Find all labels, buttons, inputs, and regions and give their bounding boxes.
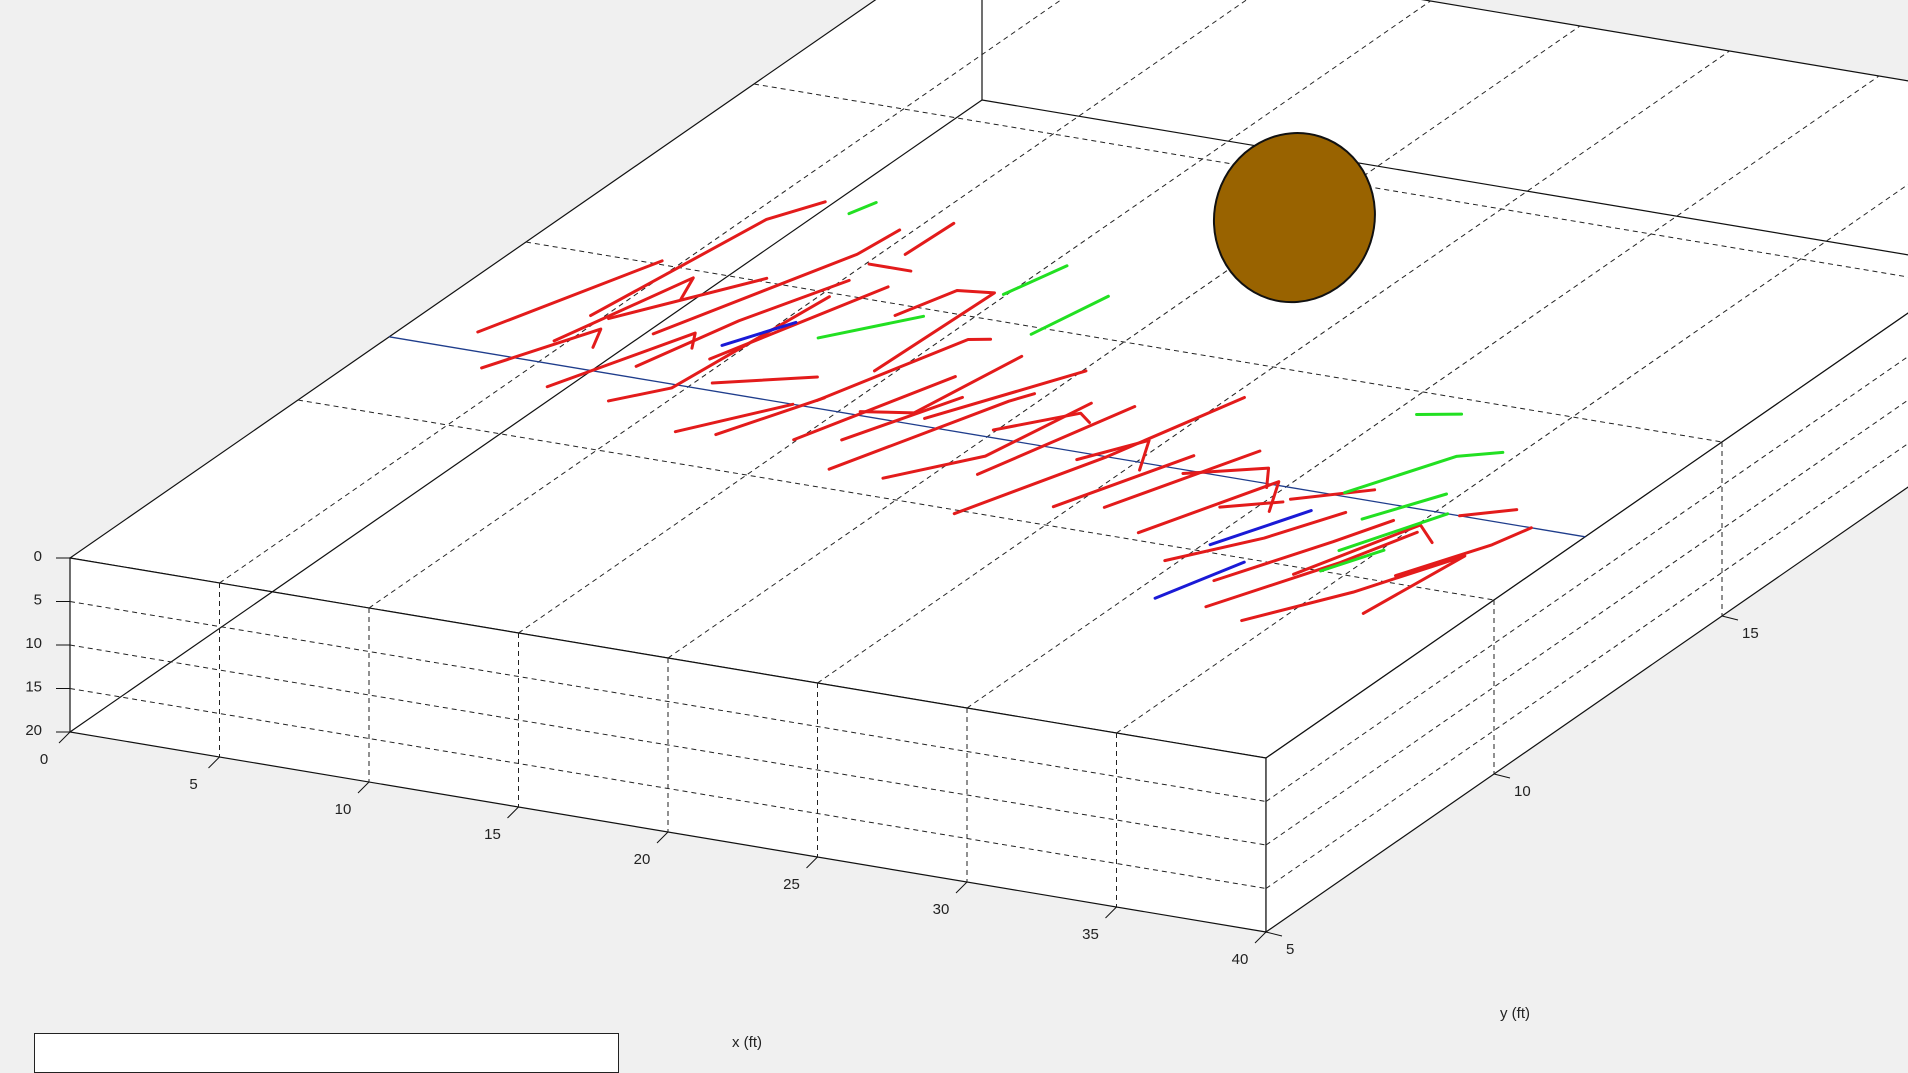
x-tick-label: 20 — [634, 851, 651, 868]
x-tick — [1255, 932, 1266, 943]
y-tick — [1266, 932, 1282, 936]
x-tick-label: 0 — [40, 751, 48, 768]
x-tick-label: 15 — [484, 826, 501, 843]
axes-box — [70, 0, 1908, 932]
y-tick-label: 10 — [1514, 783, 1531, 800]
x-tick — [358, 782, 369, 793]
z-tick-label: 15 — [25, 679, 42, 696]
z-tick-label: 20 — [25, 722, 42, 739]
y-tick-label: 15 — [1742, 625, 1759, 642]
x-tick-label: 10 — [335, 801, 352, 818]
z-tick-label: 5 — [34, 592, 42, 609]
y-axis-label: y (ft) — [1500, 1005, 1530, 1022]
x-tick-label: 30 — [933, 901, 950, 918]
y-tick-label: 5 — [1286, 941, 1294, 958]
y-tick — [1722, 616, 1738, 620]
x-tick — [956, 882, 967, 893]
x-tick — [209, 757, 220, 768]
x-tick — [508, 807, 519, 818]
legend-box — [34, 1033, 619, 1073]
x-tick — [657, 832, 668, 843]
x-tick — [807, 857, 818, 868]
x-tick-label: 35 — [1082, 926, 1099, 943]
y-tick — [1494, 774, 1510, 778]
x-axis-label: x (ft) — [732, 1034, 762, 1051]
x-tick — [59, 732, 70, 743]
z-tick-label: 10 — [25, 635, 42, 652]
x-tick-label: 40 — [1232, 951, 1249, 968]
x-tick-label: 5 — [189, 776, 197, 793]
x-tick-label: 25 — [783, 876, 800, 893]
z-tick-label: 0 — [34, 548, 42, 565]
x-tick — [1106, 907, 1117, 918]
